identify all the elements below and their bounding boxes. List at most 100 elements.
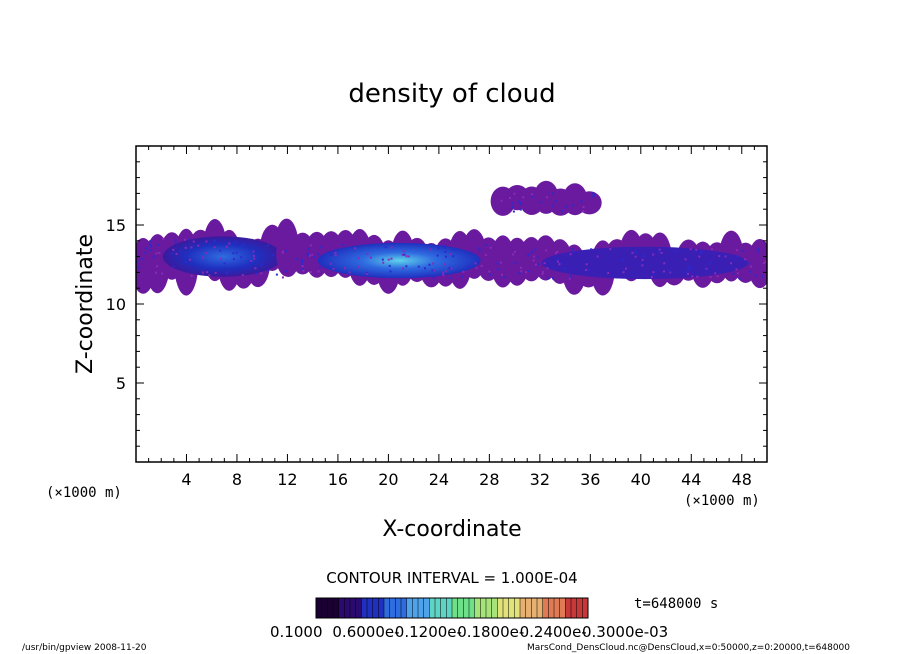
- cloud-speck: [650, 276, 653, 279]
- cloud-speck: [658, 248, 661, 251]
- cloud-speck: [389, 270, 392, 273]
- cloud-speck: [241, 274, 244, 277]
- cloud-speck: [423, 267, 426, 270]
- cloud-speck: [300, 258, 303, 261]
- cloud-speck: [444, 250, 447, 253]
- cloud-speck: [436, 254, 439, 257]
- cloud-speck: [311, 253, 314, 256]
- cloud-speck: [684, 258, 687, 261]
- cloud-speck: [592, 191, 595, 194]
- cloud-speck: [762, 261, 765, 264]
- cloud-speck: [369, 256, 372, 259]
- colorbar-cell: [525, 598, 532, 618]
- cloud-speck: [546, 196, 549, 199]
- cloud-speck: [569, 275, 572, 278]
- cloud-speck: [512, 210, 515, 213]
- cloud-speck: [641, 258, 644, 261]
- cloud-speck: [137, 266, 140, 269]
- cloud-speck: [205, 251, 208, 254]
- cloud-field: [136, 180, 767, 296]
- cloud-speck: [761, 275, 764, 278]
- cloud-speck: [309, 244, 312, 247]
- cloud-speck: [674, 250, 677, 253]
- cloud-speck: [569, 277, 572, 280]
- colorbar-label: 0.1000: [270, 623, 323, 641]
- cloud-speck: [631, 251, 634, 254]
- contour-interval: CONTOUR INTERVAL = 1.000E-04: [326, 569, 577, 587]
- cloud-speck: [162, 237, 165, 240]
- cloud-speck: [219, 249, 222, 252]
- cloud-speck: [295, 257, 298, 260]
- cloud-speck: [716, 275, 719, 278]
- cloud-speck: [300, 260, 303, 263]
- cloud-speck: [402, 267, 405, 270]
- colorbar-frame: [315, 597, 589, 619]
- y-tick-label: 5: [116, 374, 126, 393]
- cloud-speck: [318, 266, 321, 269]
- cloud-speck: [592, 195, 595, 198]
- cloud-speck: [319, 246, 322, 249]
- colorbar-cell: [423, 598, 430, 618]
- cloud-speck: [518, 200, 521, 203]
- cloud-speck: [144, 251, 147, 254]
- cloud-speck: [558, 263, 561, 266]
- cloud-speck: [543, 262, 546, 265]
- cloud-speck: [285, 250, 288, 253]
- x-tick-label: 4: [181, 470, 191, 489]
- cloud-speck: [542, 271, 545, 274]
- cloud-speck: [450, 276, 453, 279]
- x-tick-label: 32: [530, 470, 550, 489]
- cloud-speck: [190, 274, 193, 277]
- cloud-speck: [405, 255, 408, 258]
- cloud-speck: [174, 239, 177, 242]
- cloud-speck: [149, 240, 152, 243]
- cloud-speck: [474, 262, 477, 265]
- cloud-speck: [433, 269, 436, 272]
- cloud-speck: [384, 246, 387, 249]
- cloud-speck: [208, 243, 211, 246]
- cloud-speck: [503, 276, 506, 279]
- colorbar-cell: [542, 598, 549, 618]
- cloud-speck: [452, 248, 455, 251]
- cloud-speck: [301, 265, 304, 268]
- cloud-speck: [390, 257, 393, 260]
- cloud-speck: [144, 247, 147, 250]
- cloud-speck: [551, 192, 554, 195]
- cloud-speck: [688, 268, 691, 271]
- cloud-speck: [696, 275, 699, 278]
- cloud-speck: [183, 238, 186, 241]
- cloud-speck: [596, 255, 599, 258]
- cloud-speck: [174, 242, 177, 245]
- cloud-speck: [188, 258, 191, 261]
- colorbar-cell: [418, 598, 424, 618]
- cloud-speck: [738, 277, 741, 280]
- cloud-speck: [272, 254, 275, 257]
- colorbar-cell: [344, 598, 351, 618]
- cloud-speck: [709, 276, 712, 279]
- colorbar-cell: [508, 598, 515, 618]
- cloud-speck: [652, 271, 655, 274]
- cloud-speck: [171, 252, 174, 255]
- cloud-speck: [531, 193, 534, 196]
- cloud-speck: [496, 262, 499, 265]
- cloud-speck: [387, 258, 390, 261]
- cloud-speck: [225, 245, 228, 248]
- cloud-speck: [467, 265, 470, 268]
- cloud-speck: [519, 202, 522, 205]
- cloud-speck: [136, 256, 139, 259]
- colorbar-cell: [333, 598, 339, 618]
- cloud-speck: [730, 262, 733, 265]
- cloud-speck: [443, 263, 446, 266]
- cloud-speck: [250, 259, 253, 262]
- cloud-speck: [184, 260, 187, 263]
- colorbar-cell: [389, 598, 396, 618]
- colorbar-cell: [412, 598, 419, 618]
- cloud-speck: [499, 261, 502, 264]
- cloud-speck: [534, 263, 537, 266]
- cloud-speck: [572, 204, 575, 207]
- colorbar-cell: [406, 598, 413, 618]
- cloud-speck: [249, 261, 252, 264]
- cloud-speck: [531, 195, 534, 198]
